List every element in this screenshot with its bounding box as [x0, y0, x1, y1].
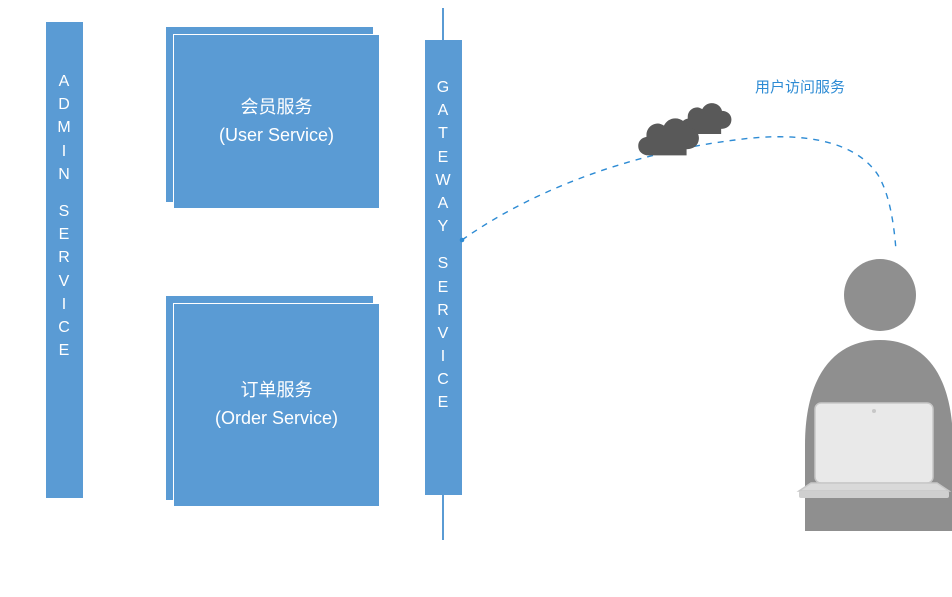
- user-icon: [785, 245, 952, 535]
- diagram-stage: ADMIN SERVICE 会员服务 (User Service) 订单服务 (…: [0, 0, 952, 597]
- path-start-dot: [460, 238, 465, 243]
- user-access-label: 用户访问服务: [755, 76, 845, 97]
- cloud-front-icon: [630, 118, 702, 164]
